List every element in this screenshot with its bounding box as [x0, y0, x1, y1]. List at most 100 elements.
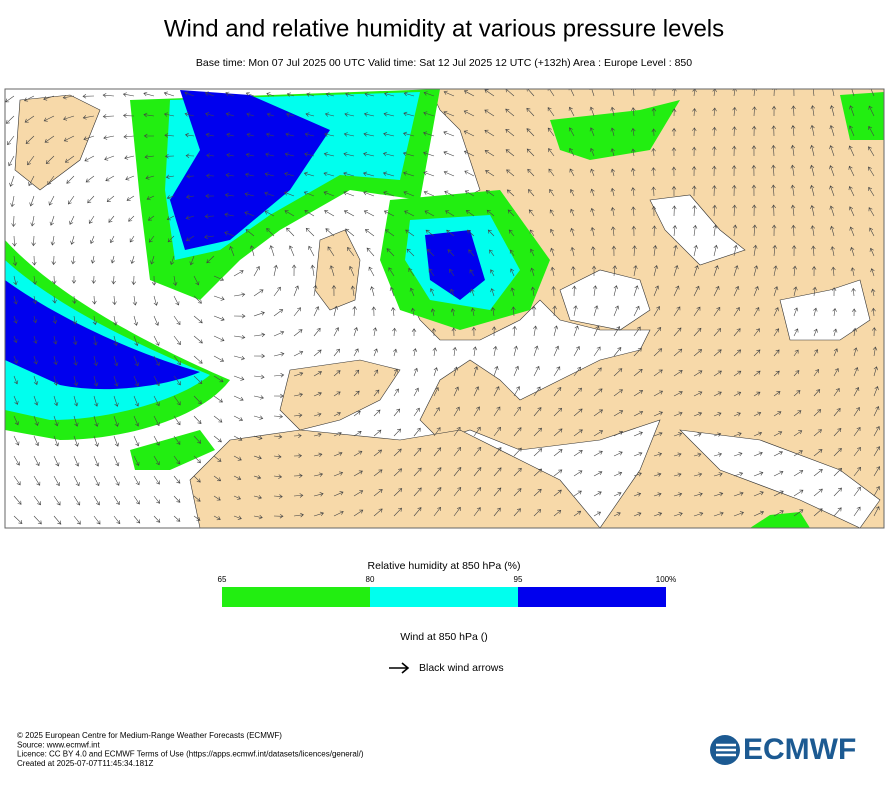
wind-arrow	[64, 155, 75, 163]
wind-arrow	[446, 229, 455, 237]
wind-arrow	[547, 127, 555, 137]
wind-arrow	[553, 345, 560, 357]
wind-arrow	[550, 266, 555, 277]
wind-arrow	[206, 153, 215, 158]
wind-arrow	[651, 89, 657, 97]
wind-arrow	[693, 370, 703, 377]
wind-arrow	[473, 426, 481, 437]
wind-arrow	[870, 288, 876, 297]
wind-arrow	[386, 248, 395, 257]
wind-arrow	[73, 355, 78, 366]
wind-arrow	[205, 193, 215, 199]
wind-arrow	[304, 152, 315, 157]
wind-arrow	[529, 229, 535, 237]
wind-arrow	[233, 292, 246, 297]
wind-arrow	[505, 129, 515, 137]
wind-arrow	[493, 467, 502, 477]
wind-arrow	[33, 355, 38, 365]
wind-arrow	[771, 125, 777, 137]
wind-arrow	[572, 285, 577, 297]
wind-arrow	[653, 306, 661, 317]
wind-arrow	[143, 91, 155, 97]
land	[14, 94, 101, 191]
wind-arrow	[308, 245, 315, 257]
wind-arrow	[633, 368, 643, 377]
colorbar-tick-label: 80	[366, 575, 375, 584]
wind-arrow	[551, 285, 556, 297]
wind-arrow	[245, 152, 255, 158]
wind-arrow	[313, 452, 323, 458]
wind-arrow	[506, 189, 515, 197]
wind-arrow	[443, 90, 455, 97]
wind-arrow	[790, 184, 796, 197]
wind-arrow	[432, 347, 438, 357]
wind-arrow	[373, 429, 382, 437]
wind-arrow	[811, 266, 817, 277]
wind-arrow	[833, 348, 839, 357]
wind-arrow	[809, 184, 815, 197]
wind-arrow	[553, 469, 563, 477]
wind-arrow	[313, 432, 322, 438]
wind-arrow	[631, 225, 637, 237]
wind-arrow	[91, 275, 96, 284]
wind-arrow	[173, 315, 181, 326]
wind-arrow	[733, 432, 742, 437]
wind-arrow	[13, 515, 23, 524]
wind-arrow	[173, 495, 181, 503]
footer: © 2025 European Centre for Medium-Range …	[17, 731, 364, 768]
wind-arrow	[164, 153, 175, 159]
wind-arrow	[611, 245, 617, 257]
wind-arrow	[433, 387, 439, 397]
wind-arrow	[146, 195, 155, 201]
wind-arrow	[493, 345, 498, 357]
wind-arrow	[193, 415, 202, 425]
wind-arrow	[113, 495, 120, 506]
wind-arrow	[831, 266, 836, 277]
wind-arrow	[633, 410, 644, 417]
wind-arrow	[790, 164, 795, 177]
wind-arrow	[392, 327, 397, 337]
wind-arrow	[868, 125, 875, 137]
wind-arrow	[313, 492, 324, 497]
wind-arrow	[733, 328, 741, 337]
wind-arrow	[393, 408, 401, 417]
wind-arrow	[84, 155, 95, 162]
wind-arrow	[393, 388, 399, 397]
wind-arrow	[33, 495, 41, 506]
wind-arrow	[489, 249, 495, 257]
wind-arrow	[790, 204, 796, 217]
wind-arrow	[253, 266, 260, 277]
wind-arrow	[773, 490, 784, 497]
wind-arrow	[173, 335, 181, 346]
wind-arrow	[425, 229, 435, 237]
wind-arrow	[613, 326, 621, 337]
wind-arrow	[13, 295, 18, 305]
wind-arrow	[464, 190, 475, 197]
wind-arrow	[30, 215, 35, 227]
wind-arrow	[873, 406, 880, 417]
wind-arrow	[550, 247, 555, 257]
wind-arrow	[693, 265, 699, 277]
wind-arrow	[733, 306, 740, 317]
wind-arrow	[172, 275, 178, 286]
wind-arrow	[711, 165, 717, 177]
wind-arrow	[484, 89, 495, 97]
wind-arrow	[713, 472, 723, 477]
wind-arrow	[184, 91, 195, 97]
wind-arrow	[773, 349, 780, 357]
wind-arrow	[610, 207, 616, 217]
wind-arrow	[331, 285, 337, 297]
wind-arrow	[104, 155, 115, 161]
wind-arrow	[484, 109, 495, 117]
wind-arrow	[273, 454, 282, 459]
wind-arrow	[753, 286, 759, 297]
wind-arrow	[513, 488, 522, 497]
wind-arrow	[245, 229, 255, 237]
wind-arrow	[273, 330, 285, 337]
wind-arrow	[166, 215, 175, 221]
wind-arrow	[732, 204, 737, 217]
wind-arrow	[573, 429, 583, 437]
wind-arrow	[204, 91, 215, 97]
wind-arrow	[473, 366, 479, 377]
wind-arrow	[713, 285, 720, 297]
